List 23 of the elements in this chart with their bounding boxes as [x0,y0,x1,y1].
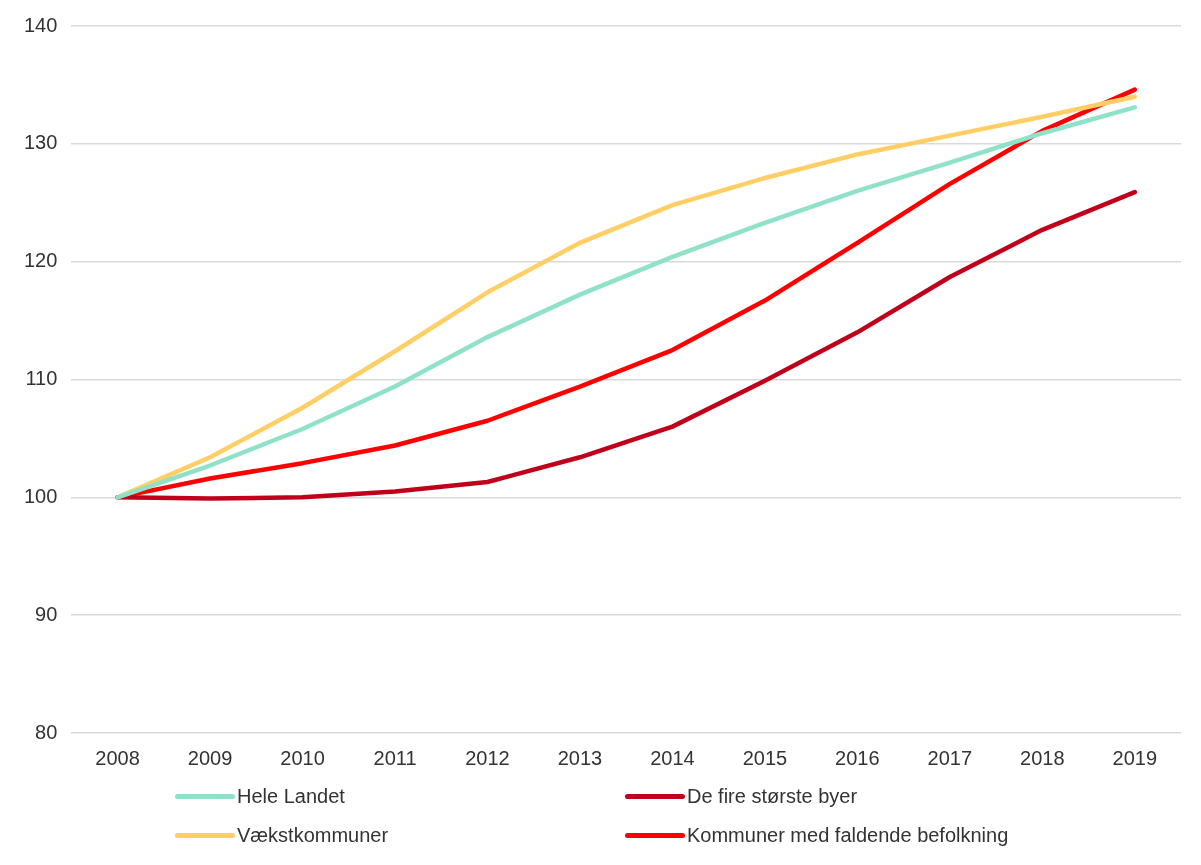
x-tick-label: 2012 [465,746,510,769]
x-tick-label: 2018 [1020,746,1065,769]
x-tick-label: 2015 [742,746,788,769]
legend-label: Vækstkommuner [237,824,389,847]
y-tick-label: 90 [35,602,58,625]
y-tick-label: 80 [35,720,58,743]
y-tick-label: 110 [25,367,58,390]
y-tick-label: 120 [23,249,58,272]
x-tick-label: 2013 [557,746,603,769]
legend-label: De fire største byer [687,785,858,808]
y-tick-label: 140 [23,13,58,36]
y-tick-label: 100 [23,484,58,507]
x-tick-label: 2008 [95,746,140,769]
x-tick-label: 2019 [1112,746,1158,769]
legend-label: Hele Landet [237,785,345,808]
y-tick-label: 130 [23,131,58,154]
x-tick-label: 2009 [187,746,233,769]
x-tick-label: 2016 [835,746,880,769]
x-tick-label: 2011 [373,746,417,769]
legend-label: Kommuner med faldende befolkning [687,824,1009,847]
x-tick-label: 2010 [280,746,325,769]
x-tick-label: 2017 [927,746,973,769]
x-tick-label: 2014 [650,746,695,769]
